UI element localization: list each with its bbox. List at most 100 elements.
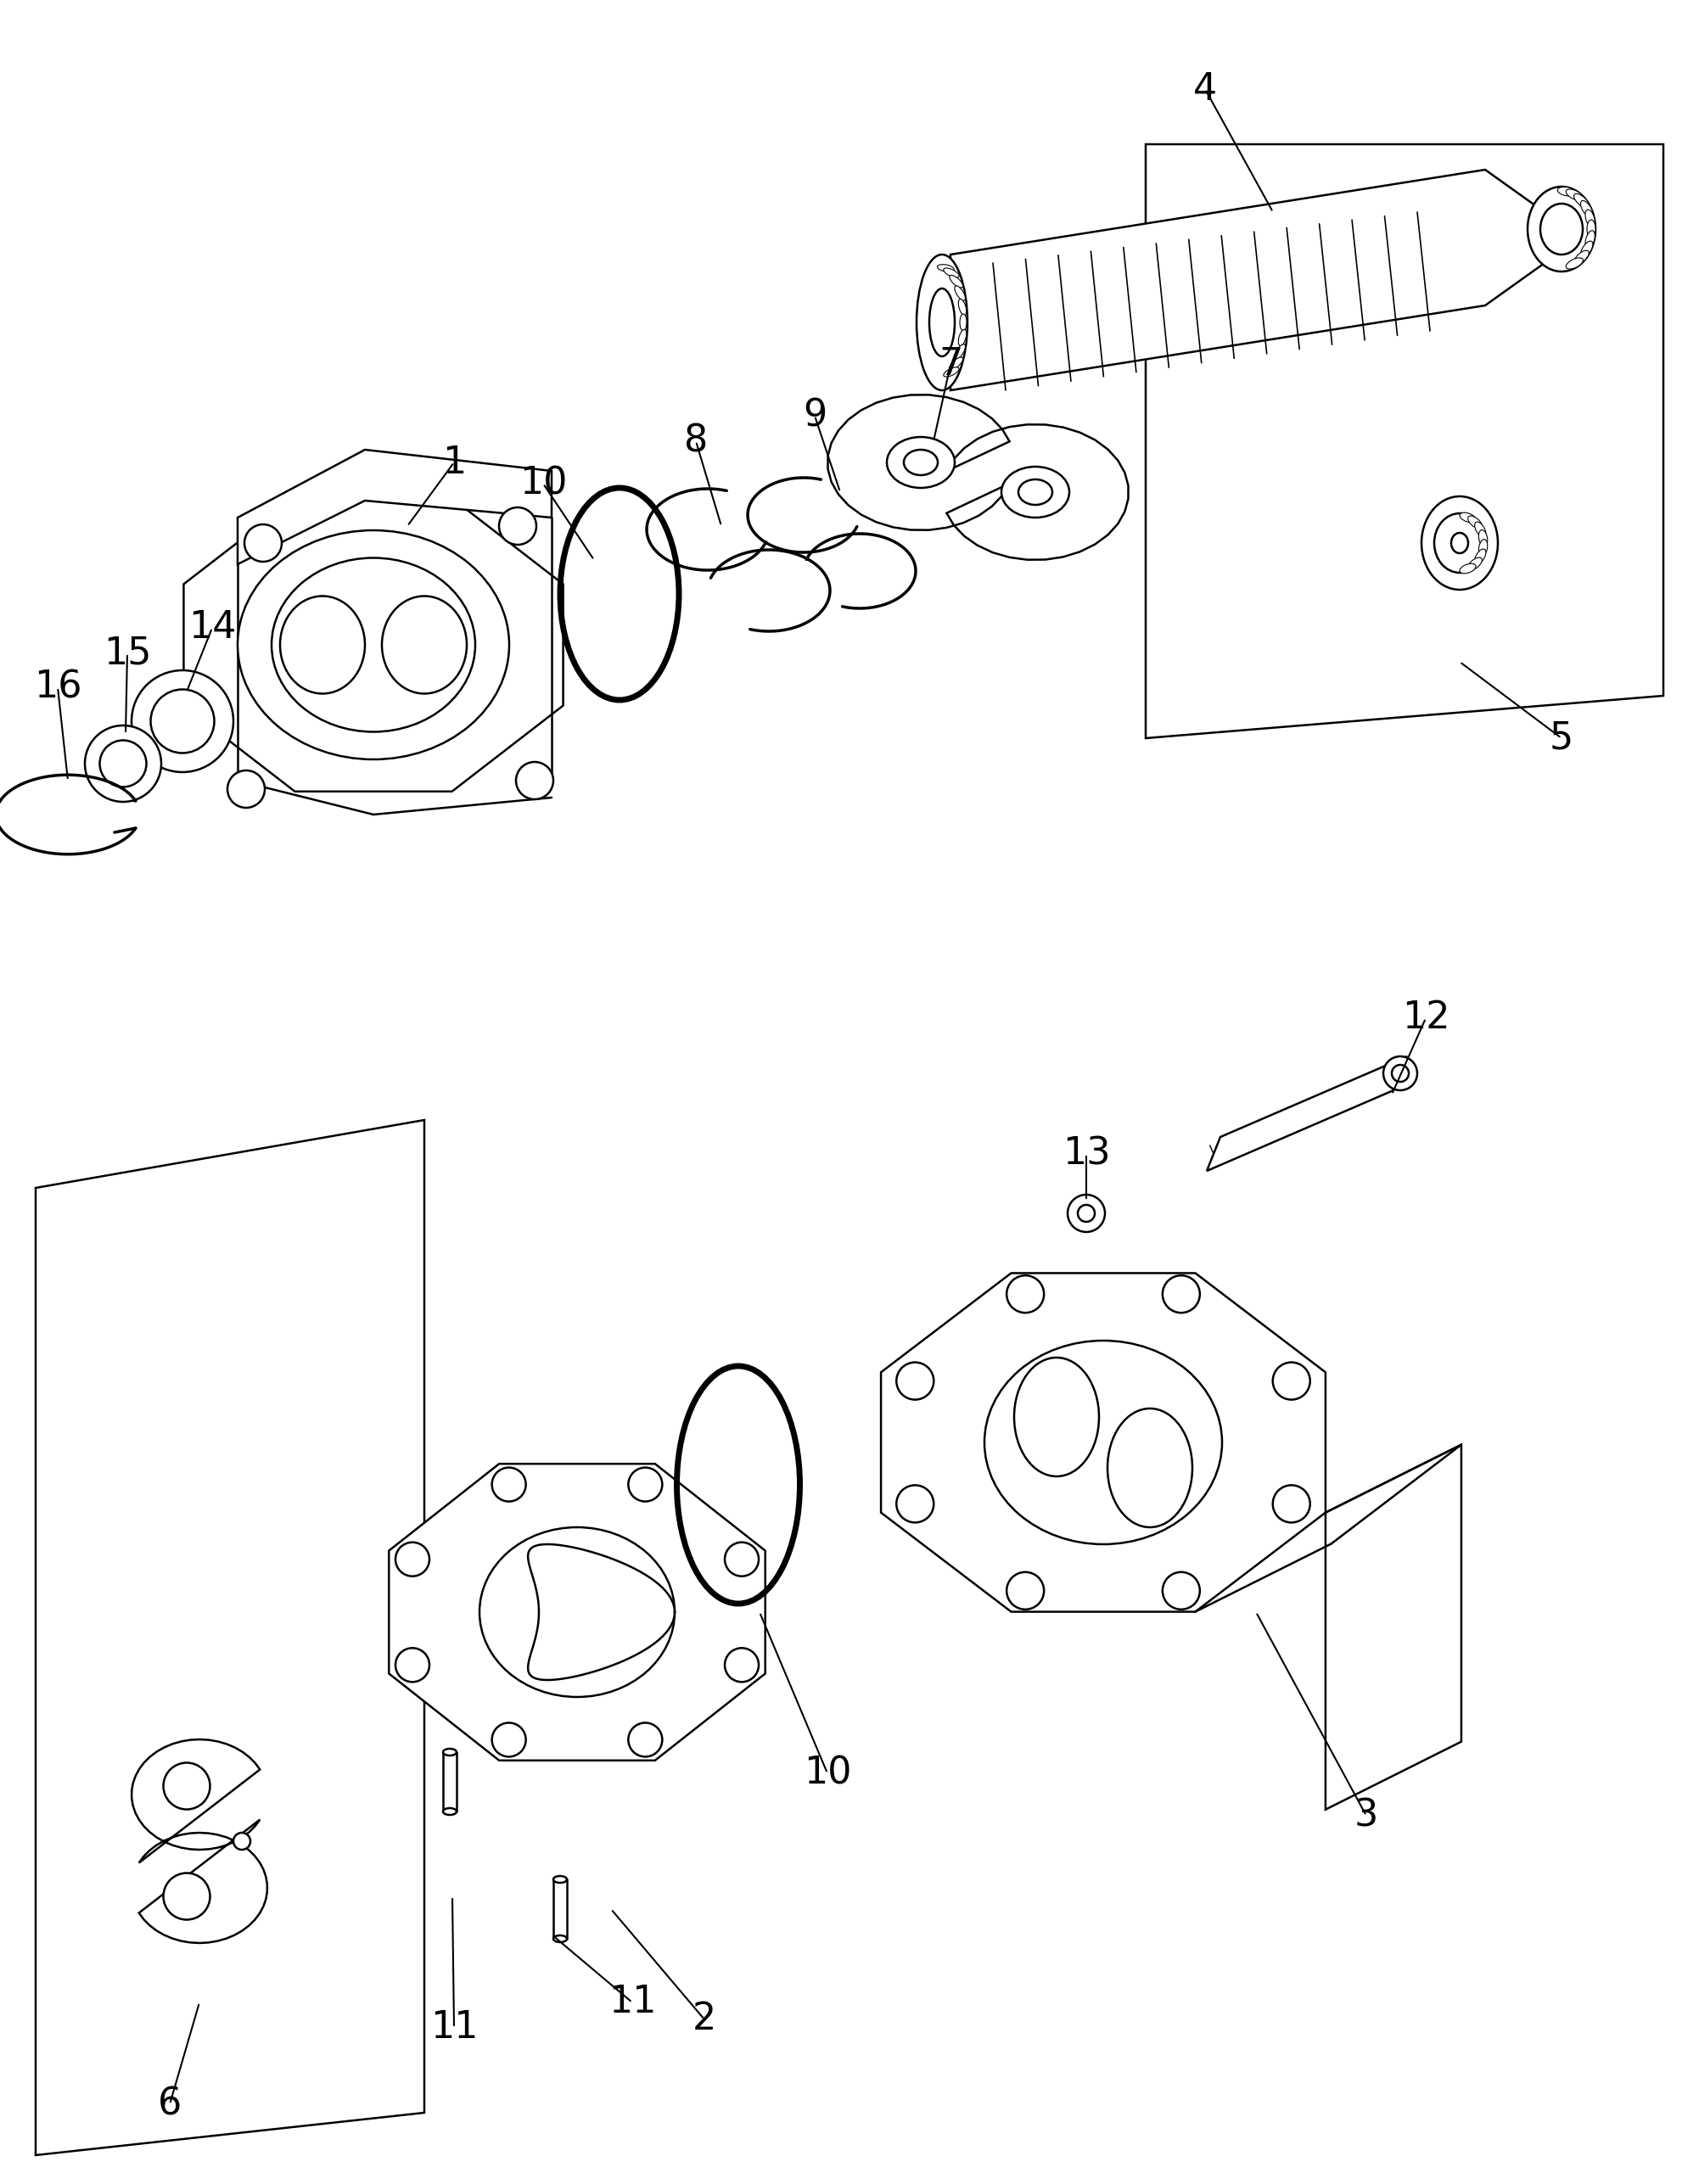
Circle shape [725, 1542, 759, 1577]
Ellipse shape [1459, 513, 1476, 522]
Ellipse shape [238, 531, 510, 760]
Ellipse shape [929, 288, 955, 356]
Ellipse shape [887, 437, 955, 487]
Polygon shape [133, 1738, 267, 1944]
Ellipse shape [382, 596, 467, 695]
Ellipse shape [1527, 186, 1595, 271]
Polygon shape [528, 1544, 675, 1679]
Circle shape [493, 1723, 527, 1756]
Polygon shape [389, 1463, 765, 1760]
Ellipse shape [85, 725, 161, 802]
Circle shape [897, 1485, 934, 1522]
Text: 12: 12 [1402, 1000, 1449, 1037]
Ellipse shape [904, 450, 938, 476]
Ellipse shape [960, 314, 967, 332]
Ellipse shape [443, 1808, 457, 1815]
Ellipse shape [1566, 258, 1583, 269]
Ellipse shape [950, 358, 963, 369]
Ellipse shape [958, 299, 967, 314]
Ellipse shape [100, 740, 146, 786]
Ellipse shape [1451, 533, 1468, 553]
Ellipse shape [1001, 467, 1069, 518]
Text: 11: 11 [430, 2009, 477, 2046]
Ellipse shape [554, 1935, 567, 1942]
Circle shape [725, 1649, 759, 1682]
Polygon shape [183, 498, 562, 791]
Circle shape [1077, 1206, 1094, 1221]
Circle shape [1273, 1485, 1310, 1522]
Circle shape [1162, 1572, 1199, 1610]
Text: 2: 2 [691, 2001, 717, 2038]
Ellipse shape [1573, 251, 1589, 264]
Ellipse shape [1478, 539, 1488, 557]
Text: 11: 11 [608, 1985, 656, 2020]
Circle shape [629, 1468, 663, 1500]
Text: 14: 14 [189, 609, 236, 646]
Text: 1: 1 [442, 443, 466, 480]
Text: 5: 5 [1549, 721, 1573, 756]
Text: 10: 10 [804, 1756, 851, 1791]
Ellipse shape [554, 1876, 567, 1883]
Circle shape [396, 1542, 430, 1577]
Ellipse shape [1459, 563, 1476, 574]
Ellipse shape [1475, 522, 1487, 537]
Polygon shape [827, 395, 1128, 559]
Ellipse shape [1580, 201, 1594, 216]
Text: 16: 16 [34, 668, 82, 705]
Ellipse shape [163, 1874, 211, 1920]
Text: 9: 9 [802, 397, 827, 435]
Text: 10: 10 [520, 465, 567, 502]
Ellipse shape [1434, 513, 1485, 572]
Polygon shape [1206, 1057, 1407, 1171]
Circle shape [500, 507, 537, 544]
Polygon shape [238, 450, 552, 563]
Ellipse shape [1558, 188, 1577, 197]
Ellipse shape [1587, 221, 1595, 238]
Ellipse shape [151, 690, 214, 753]
Ellipse shape [1585, 232, 1595, 249]
Ellipse shape [943, 269, 958, 277]
Ellipse shape [163, 1762, 211, 1808]
Ellipse shape [233, 1832, 250, 1850]
Circle shape [1067, 1195, 1104, 1232]
Ellipse shape [938, 264, 955, 271]
Circle shape [1006, 1275, 1043, 1313]
Ellipse shape [479, 1527, 675, 1697]
Text: 6: 6 [158, 2086, 182, 2123]
Text: 15: 15 [104, 636, 151, 670]
Text: 8: 8 [685, 424, 708, 459]
Text: 4: 4 [1193, 70, 1216, 107]
Ellipse shape [1475, 548, 1487, 563]
Circle shape [629, 1723, 663, 1756]
Text: 7: 7 [938, 347, 962, 382]
Circle shape [516, 762, 554, 799]
Ellipse shape [943, 367, 958, 378]
Ellipse shape [1391, 1066, 1408, 1081]
Polygon shape [882, 1273, 1325, 1612]
Circle shape [228, 771, 265, 808]
Ellipse shape [131, 670, 233, 773]
Ellipse shape [1018, 480, 1052, 505]
Ellipse shape [280, 596, 365, 695]
Ellipse shape [1468, 515, 1482, 529]
Circle shape [396, 1649, 430, 1682]
Text: 3: 3 [1354, 1797, 1378, 1835]
Ellipse shape [1108, 1409, 1193, 1527]
Polygon shape [1145, 144, 1663, 738]
Ellipse shape [1566, 190, 1583, 201]
Text: 13: 13 [1062, 1136, 1111, 1173]
Polygon shape [1325, 1444, 1461, 1811]
Ellipse shape [1468, 557, 1482, 570]
Circle shape [1006, 1572, 1043, 1610]
Ellipse shape [984, 1341, 1222, 1544]
Ellipse shape [955, 286, 965, 301]
Ellipse shape [1541, 203, 1583, 256]
Circle shape [897, 1363, 934, 1400]
Ellipse shape [272, 557, 476, 732]
Ellipse shape [1422, 496, 1499, 590]
Ellipse shape [1014, 1358, 1099, 1476]
Ellipse shape [916, 256, 967, 391]
Ellipse shape [1383, 1057, 1417, 1090]
Circle shape [1273, 1363, 1310, 1400]
Circle shape [1162, 1275, 1199, 1313]
